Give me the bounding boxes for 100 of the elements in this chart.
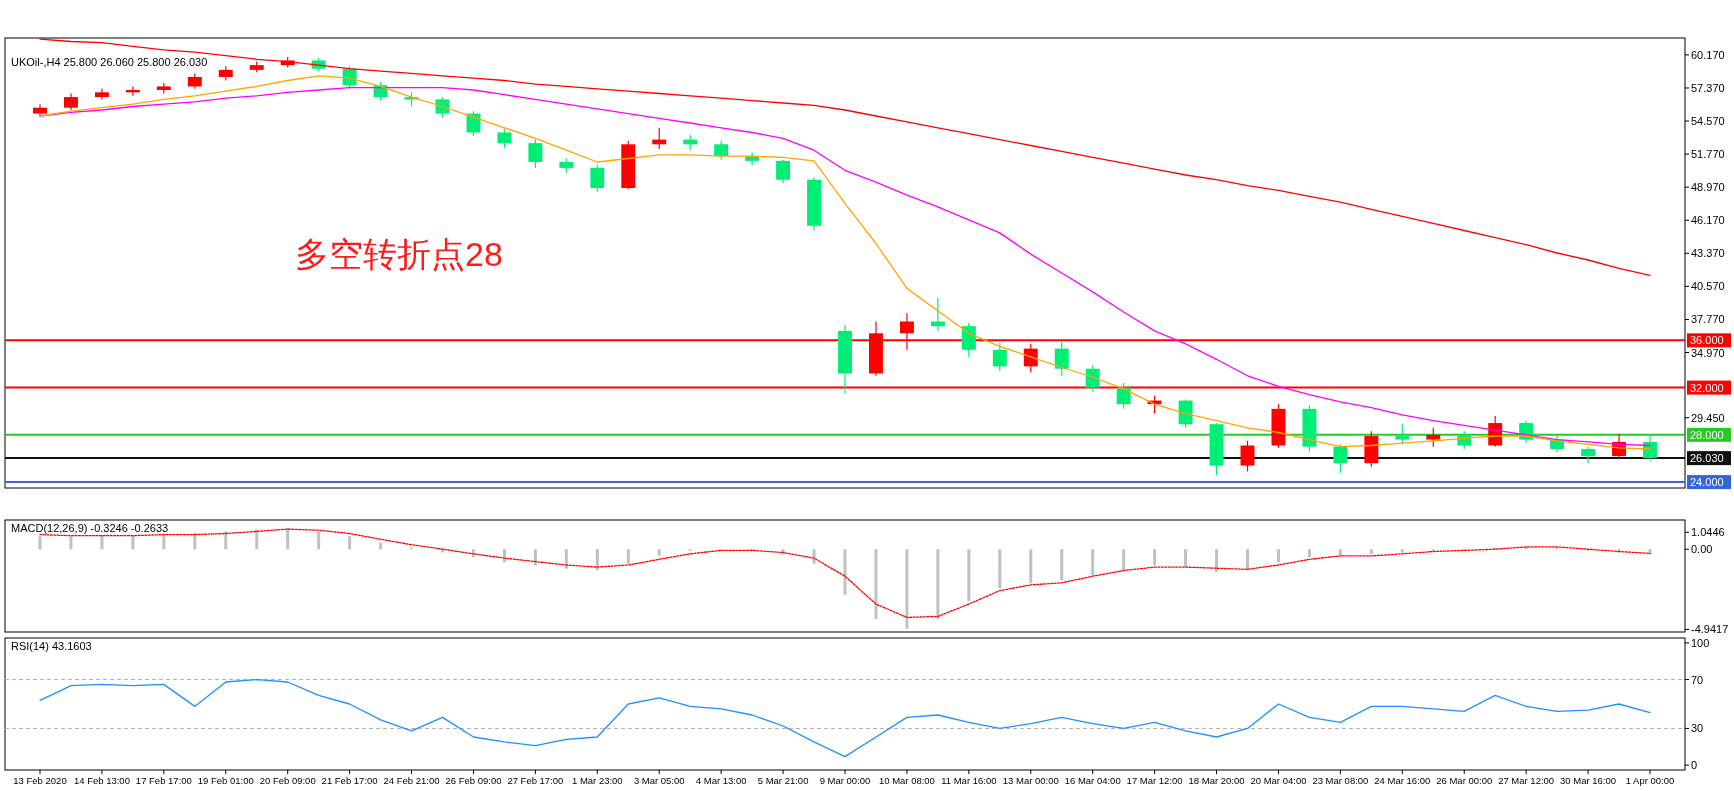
ref-line-label: 36.000 xyxy=(1690,334,1724,347)
candlestick xyxy=(497,128,512,149)
bar xyxy=(657,549,661,556)
x-tick-label: 27 Feb 17:00 xyxy=(507,775,564,786)
bar xyxy=(38,536,42,550)
y-tick-label: 0.00 xyxy=(1691,543,1713,556)
candlestick xyxy=(1054,340,1069,377)
x-tick-label: 16 Mar 04:00 xyxy=(1064,775,1121,786)
bar xyxy=(874,549,878,620)
ref-line-label: 28.000 xyxy=(1690,428,1724,441)
bar xyxy=(224,531,228,550)
y-tick-label: 70 xyxy=(1691,673,1704,686)
x-tick-label: 27 Mar 12:00 xyxy=(1498,775,1555,786)
bar xyxy=(1307,549,1311,558)
bar xyxy=(1060,549,1064,581)
x-tick-label: 1 Mar 23:00 xyxy=(571,775,623,786)
bar xyxy=(998,549,1002,589)
bar xyxy=(626,549,630,564)
x-tick-label: 17 Feb 17:00 xyxy=(135,775,192,786)
x-tick-label: 4 Mar 13:00 xyxy=(695,775,747,786)
bar xyxy=(595,549,599,571)
y-tick-label: 1.0446 xyxy=(1691,526,1725,539)
candlestick xyxy=(1426,427,1441,448)
candlestick xyxy=(1178,398,1193,429)
bar xyxy=(1276,549,1280,563)
candlestick xyxy=(930,297,945,332)
y-tick-label: 43.370 xyxy=(1691,247,1725,260)
bar xyxy=(905,549,909,629)
x-tick-label: 13 Mar 00:00 xyxy=(1002,775,1059,786)
y-tick-label: 46.170 xyxy=(1691,214,1725,227)
y-tick-label: 60.170 xyxy=(1691,48,1725,61)
x-tick-label: 14 Feb 13:00 xyxy=(73,775,130,786)
candlestick xyxy=(1240,440,1255,473)
bar xyxy=(1246,549,1249,571)
x-tick-label: 18 Mar 20:00 xyxy=(1188,775,1245,786)
text: UKOil-,H4 25.800 26.060 25.800 26.030 xyxy=(11,56,208,68)
y-tick-label: 54.570 xyxy=(1691,115,1725,128)
y-tick-label: 37.770 xyxy=(1691,313,1725,326)
x-tick-label: 1 Apr 00:00 xyxy=(1625,775,1675,786)
line-series xyxy=(39,678,1651,758)
y-tick-label: 34.970 xyxy=(1691,346,1725,359)
bar xyxy=(1091,549,1095,576)
candlestick xyxy=(992,342,1007,372)
candlestick xyxy=(1085,364,1100,392)
candlestick xyxy=(435,96,450,118)
y-tick-label: 51.770 xyxy=(1691,148,1725,161)
bar xyxy=(317,531,321,550)
bar xyxy=(843,549,847,595)
y-tick-label: 57.370 xyxy=(1691,81,1725,94)
candlestick xyxy=(528,138,543,169)
chart-title: MACD(12,26,9) -0.3246 -0.2633 xyxy=(11,522,169,534)
x-tick-label: 3 Mar 05:00 xyxy=(633,775,685,786)
candlestick xyxy=(590,163,605,193)
y-tick-label: 29.450 xyxy=(1691,411,1725,424)
x-tick-label: 20 Feb 09:00 xyxy=(259,775,316,786)
bar xyxy=(286,528,290,550)
ref-line-label: 26.030 xyxy=(1690,452,1724,465)
bar xyxy=(1215,549,1219,572)
candlestick xyxy=(776,159,791,184)
x-tick-label: 23 Mar 08:00 xyxy=(1312,775,1369,786)
bar xyxy=(69,536,73,550)
bar xyxy=(1153,549,1157,566)
candlestick xyxy=(1116,382,1131,410)
x-tick-label: 20 Mar 04:00 xyxy=(1250,775,1307,786)
x-tick-label: 21 Feb 17:00 xyxy=(321,775,378,786)
candlestick xyxy=(1643,435,1657,462)
ref-line-label: 24.000 xyxy=(1690,476,1724,489)
x-tick-label: 13 Feb 2020 xyxy=(13,775,67,786)
bar xyxy=(533,549,537,566)
x-tick-label: 26 Mar 00:00 xyxy=(1436,775,1493,786)
y-tick-label: 0 xyxy=(1691,759,1698,772)
bar xyxy=(967,549,971,602)
bar xyxy=(348,536,352,550)
bar xyxy=(936,549,940,620)
x-tick-label: 30 Mar 16:00 xyxy=(1560,775,1617,786)
ref-line-label: 32.000 xyxy=(1690,381,1724,394)
annotation: 多空转折点28 xyxy=(295,235,503,273)
bar xyxy=(1029,549,1033,584)
x-tick-label: 19 Feb 01:00 xyxy=(197,775,254,786)
bar xyxy=(1369,549,1373,555)
chart-title: RSI(14) 43.1603 xyxy=(11,640,92,652)
bar xyxy=(1338,549,1342,556)
bar xyxy=(1400,549,1404,553)
y-tick-label: -4.9417 xyxy=(1691,623,1729,636)
x-tick-label: 17 Mar 12:00 xyxy=(1126,775,1183,786)
bar xyxy=(162,534,166,550)
y-tick-label: 100 xyxy=(1691,636,1710,649)
y-tick-label: 30 xyxy=(1691,722,1704,735)
bar xyxy=(100,535,104,550)
bar xyxy=(131,535,135,550)
bar xyxy=(193,532,197,550)
candlestick xyxy=(1333,443,1348,474)
candlestick xyxy=(1581,446,1596,464)
bar xyxy=(255,529,259,550)
x-tick-label: 26 Feb 09:00 xyxy=(445,775,502,786)
y-tick-label: 48.970 xyxy=(1691,181,1725,194)
x-tick-label: 5 Mar 21:00 xyxy=(757,775,809,786)
x-tick-label: 10 Mar 08:00 xyxy=(878,775,935,786)
x-tick-label: 24 Mar 16:00 xyxy=(1374,775,1431,786)
bar xyxy=(379,542,383,550)
